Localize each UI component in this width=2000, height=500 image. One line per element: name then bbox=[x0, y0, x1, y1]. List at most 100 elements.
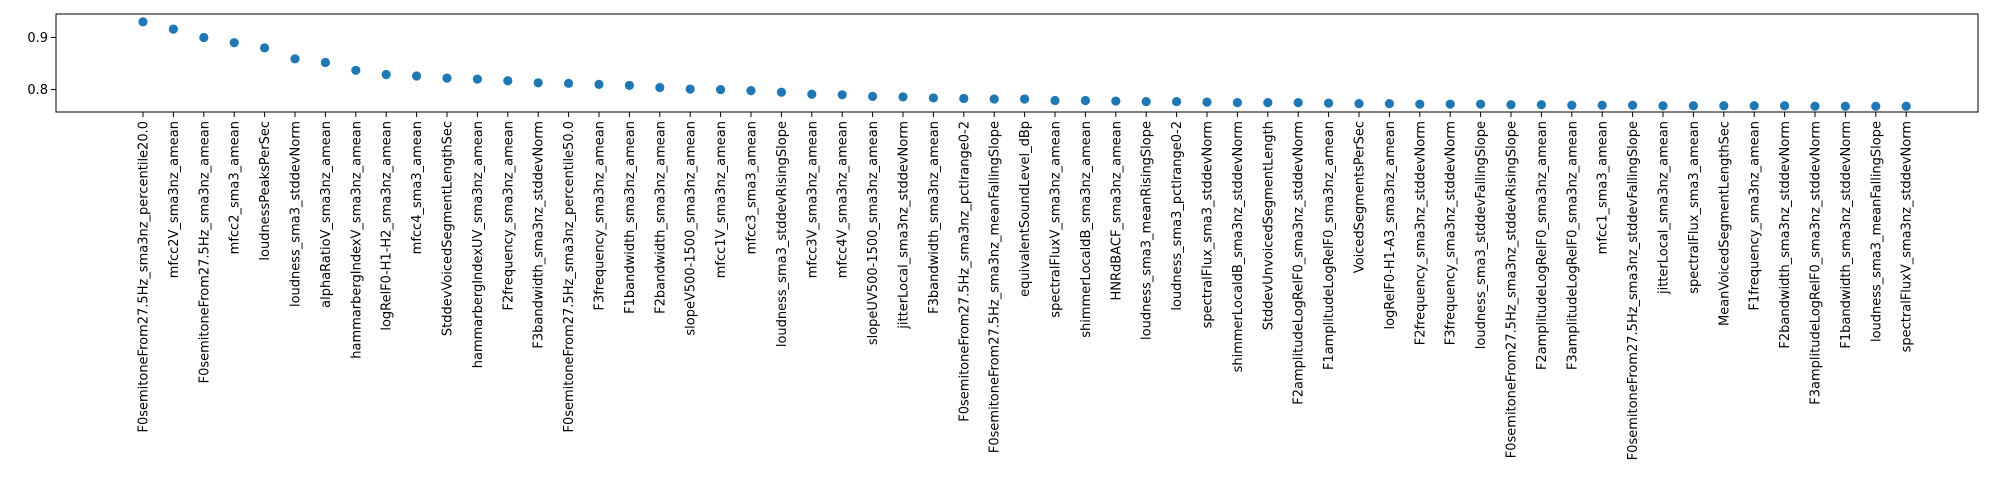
data-point bbox=[1050, 95, 1060, 106]
data-point bbox=[1810, 101, 1820, 111]
data-point bbox=[959, 93, 969, 104]
x-tick-label: spectralFlux_sma3_amean bbox=[1687, 121, 1702, 294]
x-tick-label: F2frequency_sma3nz_amean bbox=[501, 121, 516, 311]
data-point bbox=[685, 84, 695, 94]
x-tick-label: mfcc1V_sma3nz_amean bbox=[714, 121, 729, 278]
x-tick-label: StddevVoicedSegmentLengthSec bbox=[441, 121, 456, 336]
x-tick-label: loudness_sma3_meanFallingSlope bbox=[1869, 121, 1884, 342]
x-tick-label: loudnessPeaksPerSec bbox=[258, 121, 273, 261]
x-tick-label: F0semitoneFrom27.5Hz_sma3nz_percentile20… bbox=[137, 121, 152, 433]
x-tick-label: loudness_sma3_meanRisingSlope bbox=[1140, 121, 1155, 340]
y-tick-label: 0.9 bbox=[27, 31, 48, 46]
data-points bbox=[138, 17, 1911, 111]
x-tick-label: mfcc4V_sma3nz_amean bbox=[836, 121, 851, 278]
data-point bbox=[1020, 94, 1030, 104]
x-tick-label: logRelF0-H1-H2_sma3nz_amean bbox=[380, 121, 395, 331]
data-point bbox=[776, 87, 787, 97]
data-point bbox=[624, 80, 635, 91]
data-point bbox=[1840, 101, 1850, 111]
data-point bbox=[1719, 101, 1729, 111]
data-point bbox=[1536, 100, 1546, 110]
plot-area bbox=[55, 13, 1979, 113]
data-point bbox=[442, 73, 452, 83]
data-point bbox=[989, 94, 999, 104]
x-tick-label: hammarbergIndexV_sma3nz_amean bbox=[349, 121, 364, 359]
data-point bbox=[533, 78, 543, 88]
data-point bbox=[1202, 97, 1212, 107]
data-point bbox=[594, 79, 604, 89]
x-tick-label: mfcc3V_sma3nz_amean bbox=[805, 121, 820, 278]
x-tick-label: F0semitoneFrom27.5Hz_sma3nz_stddevRising… bbox=[1505, 121, 1520, 458]
x-tick-label: F2bandwidth_sma3nz_amean bbox=[653, 121, 668, 314]
x-tick-label: F3amplitudeLogRelF0_sma3nz_amean bbox=[1565, 121, 1580, 370]
x-tick-label: StddevUnvoicedSegmentLength bbox=[1261, 121, 1276, 330]
data-point bbox=[1445, 99, 1455, 109]
data-point bbox=[260, 43, 270, 53]
data-point bbox=[655, 82, 665, 93]
x-tick-label: F0semitoneFrom27.5Hz_sma3nz_stddevFallin… bbox=[1626, 121, 1641, 460]
data-point bbox=[1597, 100, 1607, 110]
x-tick-label: loudness_sma3_stddevNorm bbox=[289, 121, 304, 307]
x-tick-label: mfcc2V_sma3nz_amean bbox=[167, 121, 182, 278]
x-tick-label: shimmerLocaldB_sma3nz_stddevNorm bbox=[1231, 121, 1246, 372]
data-point bbox=[472, 74, 482, 84]
x-tick-label: F3amplitudeLogRelF0_sma3nz_stddevNorm bbox=[1809, 121, 1824, 405]
x-tick-label: mfcc1_sma3_amean bbox=[1596, 121, 1611, 254]
data-point bbox=[716, 84, 726, 95]
x-tick-label: hammarbergIndexUV_sma3nz_amean bbox=[471, 121, 486, 368]
data-point bbox=[746, 86, 756, 96]
data-point bbox=[290, 54, 300, 64]
data-point bbox=[320, 57, 330, 68]
data-point bbox=[168, 24, 178, 34]
x-tick-label: F3frequency_sma3nz_stddevNorm bbox=[1444, 121, 1459, 345]
x-tick-label: logRelF0-H1-A3_sma3nz_amean bbox=[1383, 121, 1398, 330]
data-point bbox=[898, 92, 908, 102]
data-point bbox=[868, 91, 878, 101]
data-point bbox=[1567, 100, 1577, 110]
data-point bbox=[1263, 98, 1273, 108]
data-point bbox=[1384, 99, 1394, 109]
x-axis: F0semitoneFrom27.5Hz_sma3nz_percentile20… bbox=[137, 112, 1915, 460]
x-tick-label: F1bandwidth_sma3nz_stddevNorm bbox=[1839, 121, 1854, 349]
data-point bbox=[564, 78, 574, 88]
data-point bbox=[1780, 101, 1790, 111]
data-point bbox=[1628, 100, 1638, 110]
x-tick-label: F2amplitudeLogRelF0_sma3nz_amean bbox=[1535, 121, 1550, 370]
x-tick-label: VoicedSegmentsPerSec bbox=[1353, 121, 1368, 273]
data-point bbox=[1901, 101, 1911, 111]
data-point bbox=[503, 76, 513, 86]
x-tick-label: F3bandwidth_sma3nz_stddevNorm bbox=[532, 121, 547, 349]
data-point bbox=[928, 93, 939, 103]
data-point bbox=[138, 17, 148, 27]
data-point bbox=[1293, 98, 1303, 108]
data-point bbox=[1141, 96, 1151, 107]
x-tick-label: spectralFlux_sma3_stddevNorm bbox=[1201, 121, 1216, 328]
x-tick-label: spectralFluxV_sma3nz_stddevNorm bbox=[1900, 121, 1915, 352]
x-tick-label: mfcc3_sma3_amean bbox=[745, 121, 760, 254]
x-tick-label: F2bandwidth_sma3nz_stddevNorm bbox=[1778, 121, 1793, 349]
x-tick-label: F0semitoneFrom27.5Hz_sma3nz_amean bbox=[197, 121, 212, 383]
x-tick-label: F3bandwidth_sma3nz_amean bbox=[927, 121, 942, 314]
x-tick-label: mfcc4_sma3_amean bbox=[410, 121, 425, 254]
data-point bbox=[1111, 96, 1121, 106]
data-point bbox=[381, 69, 391, 80]
x-tick-label: slopeV500-1500_sma3nz_amean bbox=[684, 121, 699, 336]
data-point bbox=[1080, 95, 1090, 106]
x-tick-label: F1amplitudeLogRelF0_sma3nz_amean bbox=[1322, 121, 1337, 370]
x-tick-label: MeanVoicedSegmentLengthSec bbox=[1717, 121, 1732, 326]
x-tick-label: spectralFluxV_sma3nz_amean bbox=[1049, 121, 1064, 318]
y-axis: 0.8 0.9 bbox=[27, 31, 56, 98]
plot-frame bbox=[55, 13, 1979, 113]
x-tick-label: mfcc2_sma3_amean bbox=[228, 121, 243, 254]
x-tick-label: jitterLocal_sma3nz_stddevNorm bbox=[897, 121, 912, 330]
data-point bbox=[1506, 100, 1516, 110]
data-point bbox=[229, 38, 239, 48]
data-point bbox=[1232, 98, 1242, 108]
x-tick-label: F2amplitudeLogRelF0_sma3nz_stddevNorm bbox=[1292, 121, 1307, 405]
x-tick-label: F0semitoneFrom27.5Hz_sma3nz_meanFallingS… bbox=[988, 121, 1003, 453]
x-tick-label: HNRdBACF_sma3nz_amean bbox=[1109, 121, 1124, 301]
x-tick-label: F1bandwidth_sma3nz_amean bbox=[623, 121, 638, 314]
data-point bbox=[1172, 96, 1182, 107]
x-tick-label: jitterLocal_sma3nz_amean bbox=[1657, 121, 1672, 295]
